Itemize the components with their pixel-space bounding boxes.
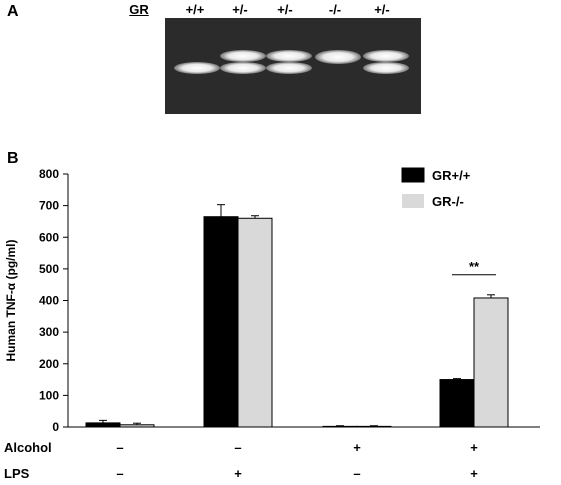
panel-b-letter: B — [7, 150, 19, 167]
gel-band-upper-lane-2 — [220, 50, 266, 62]
lane-label-5: +/- — [374, 2, 390, 17]
y-tick-label-700: 700 — [39, 199, 59, 213]
significance-label: ** — [469, 259, 480, 274]
legend-swatch-gr-wt — [401, 167, 425, 183]
lps-sign-2: + — [234, 466, 242, 481]
legend-label-gr-wt: GR+/+ — [432, 168, 471, 183]
alcohol-row-label: Alcohol — [4, 440, 52, 455]
y-tick-label-500: 500 — [39, 262, 59, 276]
lps-sign-1: – — [116, 466, 123, 481]
gel-gr-label: GR — [129, 2, 149, 17]
bar-gr-ko-1 — [119, 424, 155, 428]
gel-band-upper-lane-3 — [266, 50, 312, 62]
lps-row-label: LPS — [4, 466, 30, 481]
y-axis-title: Human TNF-α (pg/ml) — [4, 239, 18, 361]
bar-gr-ko-2 — [237, 217, 273, 428]
y-tick-label-600: 600 — [39, 230, 59, 244]
bar-gr-ko-4 — [473, 297, 509, 428]
gel-band-lower-lane-2 — [220, 62, 266, 74]
legend-swatch-gr-ko — [402, 194, 424, 208]
bar-gr-wt-1 — [85, 422, 121, 428]
gel-band-lower-lane-1 — [174, 62, 220, 74]
alcohol-sign-3: + — [353, 440, 361, 455]
panel-a-letter: A — [7, 3, 19, 20]
bar-gr-wt-3 — [322, 425, 358, 428]
y-tick-label-0: 0 — [52, 420, 59, 434]
bar-gr-wt-4 — [439, 379, 475, 428]
y-tick-label-300: 300 — [39, 325, 59, 339]
gel-panel: A GR +/+ +/- +/- -/- +/- — [0, 0, 561, 120]
gel-band-upper-lane-4 — [315, 50, 361, 64]
alcohol-sign-1: – — [116, 440, 123, 455]
lane-label-1: +/+ — [185, 2, 205, 17]
alcohol-sign-2: – — [234, 440, 241, 455]
bar-gr-ko-3 — [356, 425, 392, 428]
lane-label-3: +/- — [277, 2, 293, 17]
y-tick-label-200: 200 — [39, 357, 59, 371]
gel-band-upper-lane-5 — [363, 50, 409, 62]
legend-label-gr-ko: GR-/- — [432, 194, 464, 209]
alcohol-sign-4: + — [470, 440, 478, 455]
lane-label-4: -/- — [328, 2, 342, 17]
gel-band-lower-lane-3 — [266, 62, 312, 74]
lane-label-2: +/- — [232, 2, 248, 17]
bar-gr-wt-2 — [203, 216, 239, 428]
y-tick-label-800: 800 — [39, 167, 59, 181]
gel-image — [165, 18, 421, 114]
gel-band-lower-lane-5 — [363, 62, 409, 74]
lps-sign-4: + — [470, 466, 478, 481]
y-tick-label-100: 100 — [39, 388, 59, 402]
y-tick-label-400: 400 — [39, 294, 59, 308]
lps-sign-3: – — [353, 466, 360, 481]
